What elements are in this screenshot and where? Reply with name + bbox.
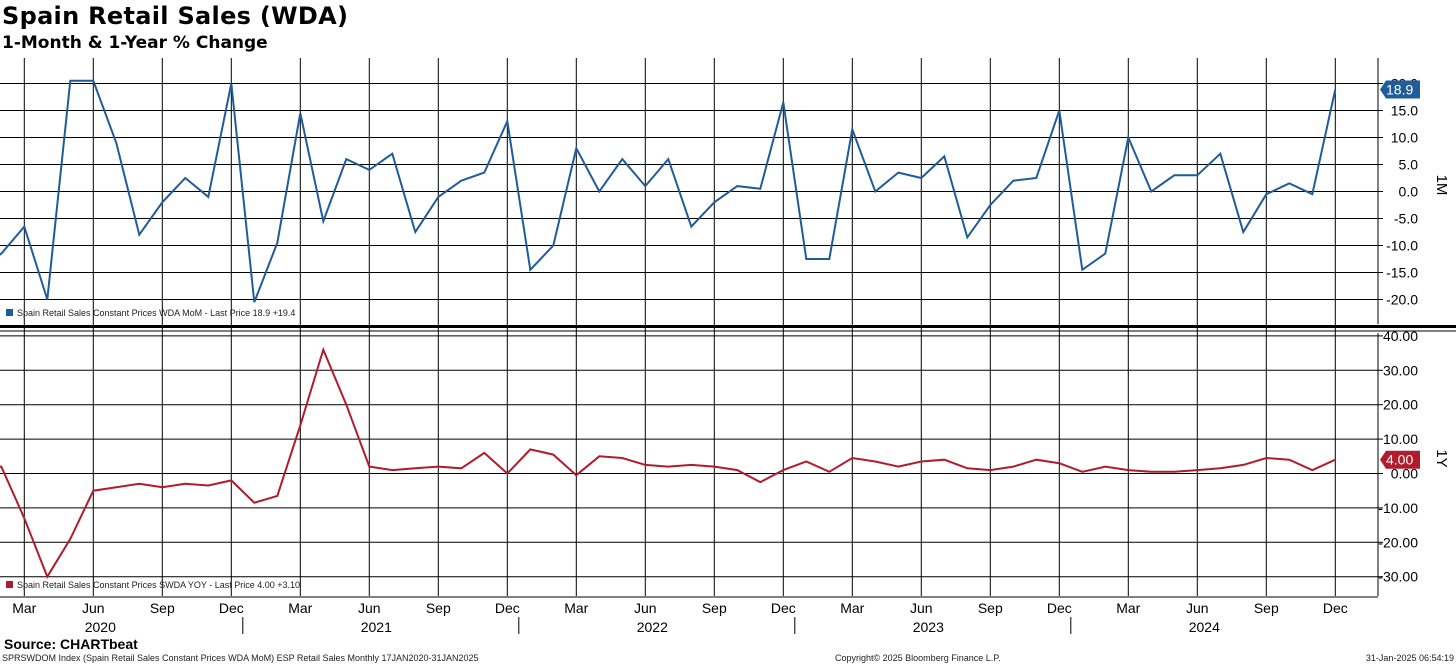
yoy-ytick-label-1: 30.00 (1383, 362, 1418, 378)
x-year-label-0: 2020 (85, 619, 116, 635)
x-month-label-17: Jun (1186, 600, 1209, 616)
x-month-label-11: Dec (771, 600, 796, 616)
x-month-label-14: Sep (978, 600, 1003, 616)
yoy-ytick-label-6: -20.00 (1378, 534, 1418, 550)
x-year-label-2: 2022 (637, 619, 668, 635)
yoy-ytick-label-7: -30.00 (1378, 569, 1418, 585)
mom-ytick-label-3: 5.0 (1399, 157, 1419, 173)
yoy-ytick-label-5: -10.00 (1378, 500, 1418, 516)
yoy-legend-swatch (6, 581, 13, 588)
yoy-last-value-tag (1380, 450, 1420, 469)
yoy-legend-text: Spain Retail Sales Constant Prices SWDA … (17, 580, 300, 590)
footer-copyright: Copyright© 2025 Bloomberg Finance L.P. (835, 653, 1001, 663)
chart-title: Spain Retail Sales (WDA) (2, 2, 349, 30)
mom-series-line (0, 79, 1337, 303)
mom-ytick-label-1: 15.0 (1391, 103, 1418, 119)
x-month-label-1: Jun (82, 600, 105, 616)
x-month-label-12: Mar (840, 600, 864, 616)
x-month-label-10: Sep (702, 600, 727, 616)
mom-ytick-label-4: 0.0 (1399, 184, 1419, 200)
x-year-label-3: 2023 (913, 619, 944, 635)
yoy-last-value-label: 4.00 (1386, 452, 1413, 468)
mom-ytick-label-5: -5.0 (1394, 211, 1418, 227)
mom-ytick-label-8: -20.0 (1386, 292, 1418, 308)
x-month-label-0: Mar (12, 600, 36, 616)
yoy-ytick-label-3: 10.00 (1383, 431, 1418, 447)
yoy-ytick-label-4: 0.00 (1391, 466, 1418, 482)
x-month-label-3: Dec (219, 600, 244, 616)
chart-subtitle: 1-Month & 1-Year % Change (2, 33, 268, 53)
x-month-label-16: Mar (1116, 600, 1140, 616)
x-month-label-8: Mar (564, 600, 588, 616)
x-month-label-4: Mar (288, 600, 312, 616)
footer-index-description: SPRSWDOM Index (Spain Retail Sales Const… (2, 653, 479, 663)
x-month-label-13: Jun (910, 600, 933, 616)
x-month-label-19: Dec (1323, 600, 1348, 616)
footer-timestamp: 31-Jan-2025 06:54:19 (1365, 653, 1454, 663)
mom-last-value-tag (1380, 80, 1420, 99)
yoy-axis-label: 1Y (1433, 449, 1450, 467)
x-month-label-9: Jun (634, 600, 657, 616)
x-month-label-15: Dec (1047, 600, 1072, 616)
source-note: Source: CHARTbeat (4, 636, 138, 652)
mom-legend-text: Spain Retail Sales Constant Prices WDA M… (17, 308, 295, 318)
mom-axis-label: 1M (1433, 175, 1450, 196)
x-month-label-7: Dec (495, 600, 520, 616)
mom-ytick-label-2: 10.0 (1391, 130, 1418, 146)
mom-last-value-label: 18.9 (1386, 81, 1413, 97)
yoy-series-line (0, 346, 1336, 579)
x-month-label-2: Sep (150, 600, 175, 616)
x-month-label-5: Jun (358, 600, 381, 616)
x-month-label-18: Sep (1254, 600, 1279, 616)
mom-legend-swatch (6, 309, 13, 316)
mom-ytick-label-6: -10.0 (1386, 238, 1418, 254)
x-year-label-1: 2021 (361, 619, 392, 635)
panel-separator (0, 325, 1456, 328)
mom-ytick-label-7: -15.0 (1386, 265, 1418, 281)
x-month-label-6: Sep (426, 600, 451, 616)
yoy-ytick-label-2: 20.00 (1383, 397, 1418, 413)
x-year-label-4: 2024 (1189, 619, 1220, 635)
yoy-ytick-label-0: 40.00 (1383, 328, 1418, 344)
